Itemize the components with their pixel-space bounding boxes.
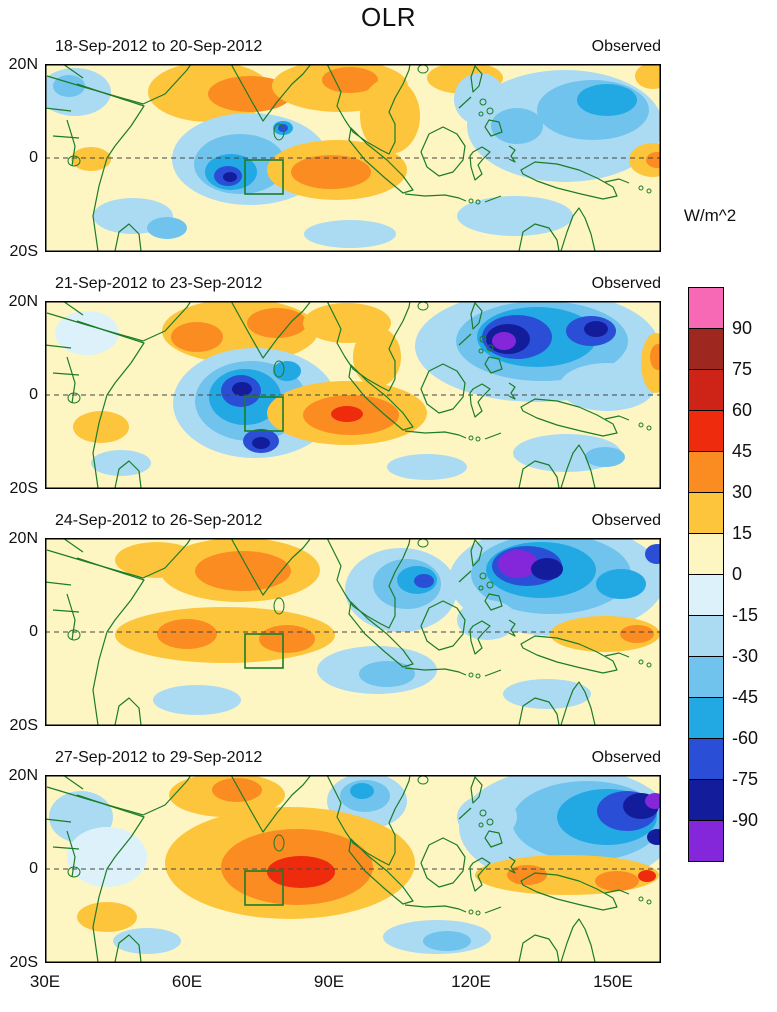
y-tick-20n: 20N — [8, 56, 38, 73]
colorbar-cell — [689, 288, 723, 329]
map-panel-4 — [45, 775, 661, 963]
x-tick-150e: 150E — [593, 972, 633, 991]
panel-4-source-label: Observed — [591, 749, 661, 766]
y-tick-0: 0 — [29, 623, 38, 640]
colorbar-cell — [689, 616, 723, 657]
colorbar-cell — [689, 329, 723, 370]
colorbar-tick-label: -15 — [732, 605, 759, 625]
y-tick-0: 0 — [29, 860, 38, 877]
panel-4-date-label: 27-Sep-2012 to 29-Sep-2012 — [55, 749, 263, 766]
colorbar-tick-label: 75 — [732, 359, 753, 379]
colorbar-cell — [689, 370, 723, 411]
colorbar-tick-label: 90 — [732, 318, 753, 338]
colorbar-cell — [689, 575, 723, 616]
colorbar-tick-label: 30 — [732, 482, 753, 502]
y-tick-20s: 20S — [9, 243, 38, 260]
colorbar — [688, 287, 724, 862]
colorbar-cell — [689, 452, 723, 493]
y-tick-20s: 20S — [9, 717, 38, 734]
x-tick-30e: 30E — [29, 972, 61, 991]
colorbar-units-label: W/m^2 — [683, 206, 737, 225]
panel-2: 21-Sep-2012 to 23-Sep-2012 Observed 20N … — [0, 275, 777, 512]
panel-2-date-label: 21-Sep-2012 to 23-Sep-2012 — [55, 275, 263, 292]
colorbar-tick-label: 0 — [732, 564, 743, 584]
figure-title: OLR — [361, 2, 416, 32]
map-panel-3 — [45, 538, 661, 726]
y-tick-20n: 20N — [8, 767, 38, 784]
colorbar-cell — [689, 534, 723, 575]
y-tick-20s: 20S — [9, 954, 38, 971]
colorbar-tick-label: -90 — [732, 810, 759, 830]
y-tick-0: 0 — [29, 149, 38, 166]
x-tick-60e: 60E — [171, 972, 203, 991]
colorbar-cell — [689, 739, 723, 780]
y-tick-20s: 20S — [9, 480, 38, 497]
panel-2-source-label: Observed — [591, 275, 661, 292]
colorbar-tick-label: 60 — [732, 400, 753, 420]
y-tick-20n: 20N — [8, 530, 38, 547]
colorbar-tick-label: -75 — [732, 769, 759, 789]
x-tick-120e: 120E — [451, 972, 491, 991]
panel-3-source-label: Observed — [591, 512, 661, 529]
panel-3-date-label: 24-Sep-2012 to 26-Sep-2012 — [55, 512, 263, 529]
x-tick-90e: 90E — [313, 972, 345, 991]
panel-1-date-label: 18-Sep-2012 to 20-Sep-2012 — [55, 38, 263, 55]
colorbar-cell — [689, 780, 723, 821]
colorbar-cell — [689, 698, 723, 739]
colorbar-tick-label: -30 — [732, 646, 759, 666]
colorbar-tick-label: 45 — [732, 441, 753, 461]
map-panel-1 — [45, 64, 661, 252]
colorbar-cell — [689, 657, 723, 698]
panel-3: 24-Sep-2012 to 26-Sep-2012 Observed 20N … — [0, 512, 777, 749]
panel-1-source-label: Observed — [591, 38, 661, 55]
x-axis: 30E 60E 90E 120E 150E — [0, 972, 777, 998]
colorbar-cell — [689, 821, 723, 861]
colorbar-tick-label: 15 — [732, 523, 753, 543]
panel-1: 18-Sep-2012 to 20-Sep-2012 Observed 20N … — [0, 38, 777, 275]
map-panel-2 — [45, 301, 661, 489]
colorbar-tick-label: -60 — [732, 728, 759, 748]
colorbar-cell — [689, 411, 723, 452]
y-tick-20n: 20N — [8, 293, 38, 310]
colorbar-cell — [689, 493, 723, 534]
y-tick-0: 0 — [29, 386, 38, 403]
panel-4: 27-Sep-2012 to 29-Sep-2012 Observed 20N … — [0, 749, 777, 986]
colorbar-tick-label: -45 — [732, 687, 759, 707]
